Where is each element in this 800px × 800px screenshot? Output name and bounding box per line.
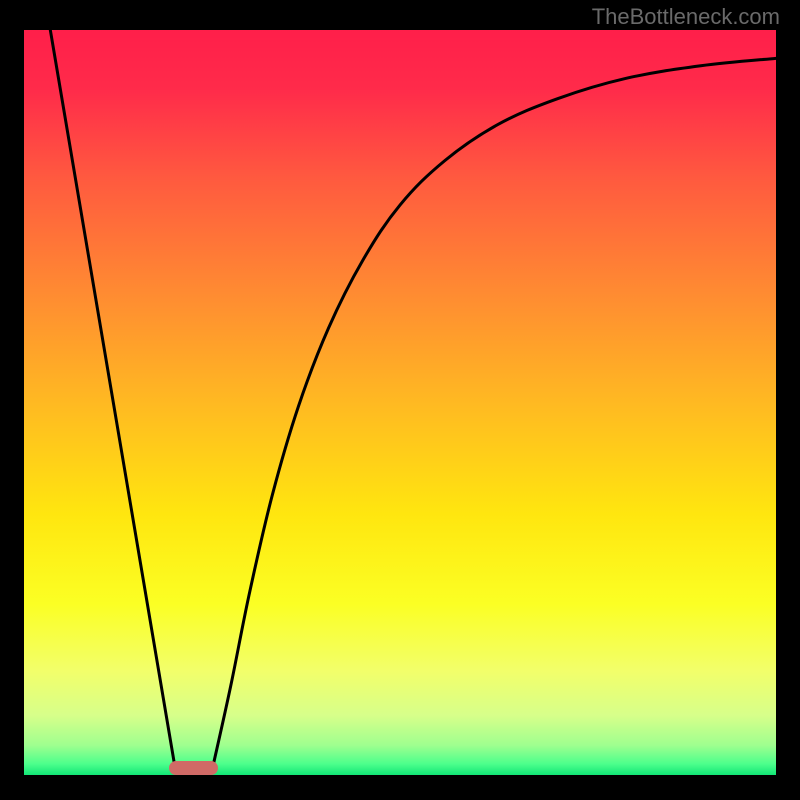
left-linear-descent <box>50 30 174 764</box>
chart-frame: TheBottleneck.com <box>0 0 800 800</box>
curve-layer <box>24 30 776 775</box>
watermark-text: TheBottleneck.com <box>592 4 780 30</box>
right-asymptotic-rise <box>214 58 777 764</box>
plot-area <box>24 30 776 775</box>
bottom-pill-marker <box>169 761 218 775</box>
